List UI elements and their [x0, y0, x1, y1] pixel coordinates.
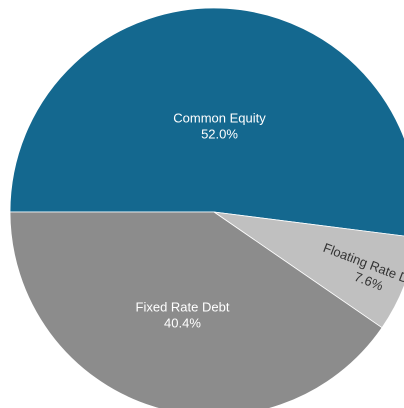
pie-slice-floating-rate-debt: [213, 211, 404, 329]
slice-label-value: 40.4%: [164, 315, 201, 330]
pie-slice-common-equity: [9, 7, 404, 237]
slice-label-value: 52.0%: [201, 126, 238, 141]
slice-label-name: Fixed Rate Debt: [136, 299, 230, 314]
pie-slice-fixed-rate-debt: [9, 211, 383, 408]
slice-label-name: Common Equity: [173, 110, 266, 125]
pie-slices: [9, 7, 404, 408]
